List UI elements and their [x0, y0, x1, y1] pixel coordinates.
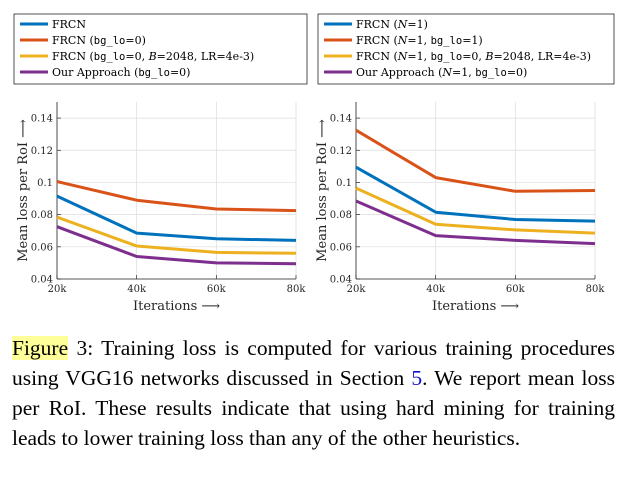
- series-line: [56, 194, 297, 242]
- x-tick-label: 40k: [426, 284, 446, 295]
- plot-right: 0.04 0.06 0.08 0.1 0.12 0.14 20k 40k 60k 80k Itera…: [315, 102, 605, 314]
- y-tick-label: 0.06: [31, 242, 53, 253]
- caption-section-link[interactable]: 5: [411, 366, 423, 390]
- series-line: [355, 165, 596, 223]
- y-tick-label: 0.08: [31, 210, 53, 221]
- x-tick-label: 20k: [48, 284, 68, 295]
- plot-left: 0.04 0.06 0.08 0.1 0.12 0.14 20k 40k 60k 80k Itera…: [16, 102, 306, 314]
- y-tick-label: 0.1: [37, 178, 53, 189]
- legend-label: FRCN (bg_lo=0, B=2048, LR=4e-3): [52, 50, 254, 63]
- y-tick-label: 0.04: [31, 275, 53, 286]
- caption-text: 3: Training loss is computed for various…: [12, 336, 615, 390]
- legend-left: FRCN FRCN (bg_lo=0) FRCN (bg_lo=0, B=204…: [13, 13, 308, 85]
- x-tick-label: 60k: [207, 284, 227, 295]
- legend-label: FRCN (N=1, bg_lo=1): [356, 34, 483, 47]
- x-axis-label: Iterations ⟶: [432, 299, 519, 314]
- series-line: [355, 128, 596, 193]
- series-line: [56, 180, 297, 213]
- legend-label: FRCN (bg_lo=0): [52, 34, 146, 47]
- legend-label: FRCN (N=1, bg_lo=0, B=2048, LR=4e-3): [356, 50, 591, 63]
- x-tick-label: 80k: [586, 284, 606, 295]
- x-axis-label: Iterations ⟶: [133, 299, 220, 314]
- y-tick-label: 0.14: [330, 114, 352, 125]
- figure-caption: Figure 3: Training loss is computed for …: [12, 333, 615, 453]
- legend-label: Our Approach (bg_lo=0): [52, 66, 190, 79]
- x-tick-label: 80k: [287, 284, 307, 295]
- legend-right: FRCN (N=1) FRCN (N=1, bg_lo=1) FRCN (N=1…: [317, 13, 615, 85]
- y-tick-label: 0.1: [336, 178, 352, 189]
- y-axis-label: Mean loss per RoI ⟶: [16, 119, 31, 262]
- series-line: [56, 225, 297, 266]
- y-axis-label: Mean loss per RoI ⟶: [315, 119, 330, 262]
- y-tick-label: 0.04: [330, 275, 352, 286]
- series-line: [355, 199, 596, 246]
- x-tick-label: 60k: [506, 284, 526, 295]
- caption-text-rest: . We report mean loss per RoI. These res…: [12, 366, 616, 450]
- x-tick-label: 20k: [347, 284, 367, 295]
- figure-charts: .lt { font-family:"DejaVu Serif", serif;…: [13, 13, 615, 314]
- series-line: [355, 186, 596, 235]
- y-tick-label: 0.08: [330, 210, 352, 221]
- y-tick-label: 0.12: [31, 146, 53, 157]
- y-tick-label: 0.12: [330, 146, 352, 157]
- y-tick-label: 0.06: [330, 242, 352, 253]
- y-tick-label: 0.14: [31, 114, 53, 125]
- legend-label: FRCN: [52, 18, 86, 31]
- series-line: [56, 215, 297, 255]
- x-tick-label: 40k: [127, 284, 147, 295]
- legend-label: Our Approach (N=1, bg_lo=0): [356, 66, 527, 79]
- caption-figure-word: Figure: [12, 336, 69, 360]
- legend-label: FRCN (N=1): [356, 18, 428, 31]
